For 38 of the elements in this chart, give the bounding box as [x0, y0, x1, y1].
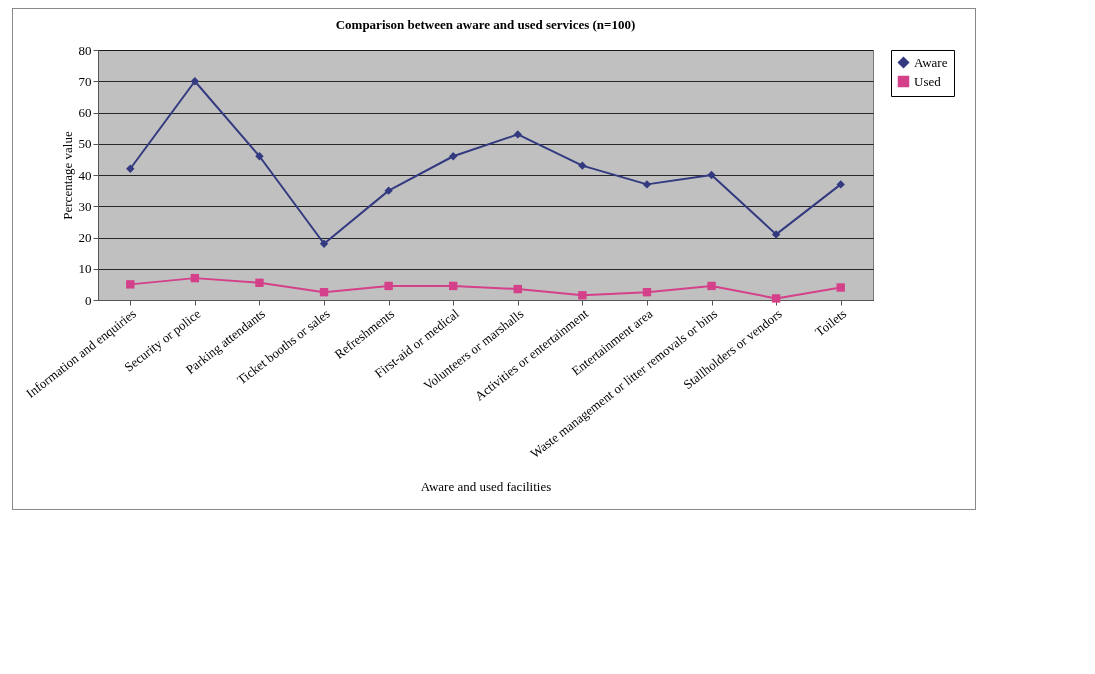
point	[513, 130, 522, 139]
point	[255, 152, 264, 161]
point	[190, 77, 200, 86]
point	[771, 294, 781, 303]
y-tick-label: 60	[78, 105, 92, 120]
point	[319, 288, 329, 297]
point	[707, 170, 716, 180]
point	[449, 152, 458, 161]
legend-label: Used	[914, 73, 942, 89]
point	[578, 291, 587, 300]
point	[836, 283, 845, 292]
point	[513, 284, 522, 294]
x-axis-title: Aware and used facilities	[420, 479, 552, 495]
chart-title: Comparison between aware and used services (n=100)	[335, 17, 636, 32]
point	[642, 180, 652, 189]
point	[707, 281, 716, 291]
point	[578, 161, 587, 170]
y-tick-label: 0	[85, 292, 92, 308]
y-tick-label: 30	[78, 198, 92, 214]
point	[771, 230, 781, 239]
y-tick-label: 70	[78, 73, 92, 89]
point	[319, 239, 329, 248]
point	[190, 273, 200, 283]
y-tick-label: 10	[78, 261, 92, 277]
point	[384, 281, 393, 291]
y-tick-label: 20	[78, 230, 92, 245]
y-tick-label: 40	[78, 167, 92, 183]
point	[836, 180, 845, 189]
point	[384, 186, 393, 195]
y-tick-label: 80	[78, 42, 92, 58]
point	[126, 164, 135, 173]
y-tick-label: 50	[78, 136, 92, 152]
y-axis-title: Percentage value	[59, 131, 75, 220]
legend-label: Aware	[914, 54, 948, 70]
point	[449, 281, 458, 291]
point	[642, 288, 652, 297]
point	[255, 278, 264, 287]
point	[126, 280, 135, 289]
